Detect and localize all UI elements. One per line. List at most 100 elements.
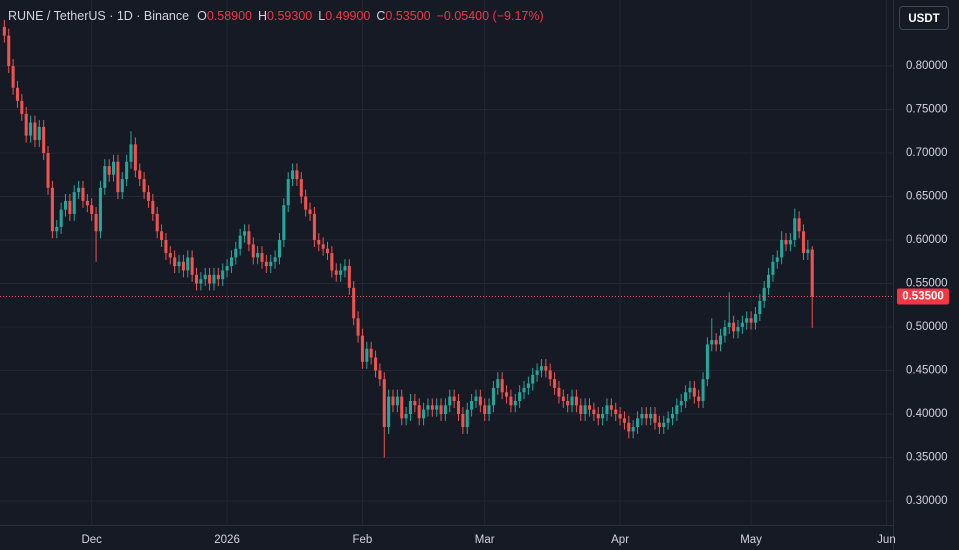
- candle-body: [561, 396, 565, 401]
- ohlc-value: 0.59300: [267, 9, 313, 23]
- candle-body: [426, 405, 430, 410]
- candle-body: [596, 413, 600, 419]
- y-tick-label: 0.65000: [906, 191, 948, 203]
- candle-body: [749, 318, 753, 323]
- candle-body: [387, 396, 391, 428]
- candle-body: [574, 396, 578, 406]
- candle-body: [225, 266, 229, 271]
- candle-body: [806, 249, 810, 254]
- candle-body: [745, 318, 749, 323]
- ohlc-value: 0.58900: [206, 9, 253, 23]
- candle-body: [557, 387, 561, 397]
- candle-body: [138, 170, 142, 180]
- candle-body: [753, 313, 757, 323]
- candle-body: [186, 257, 190, 271]
- candle-body: [72, 192, 76, 214]
- x-tick-label: May: [740, 534, 762, 546]
- candle-body: [470, 400, 474, 410]
- candle-body: [282, 205, 286, 241]
- candle-body: [317, 240, 321, 245]
- candle-body: [548, 370, 552, 380]
- candle-body: [55, 226, 59, 232]
- candle-body: [11, 66, 15, 88]
- candle-body: [133, 144, 137, 171]
- candle-body: [238, 235, 242, 249]
- candle-body: [46, 153, 50, 188]
- candle-body: [535, 370, 539, 375]
- candle-body: [513, 400, 517, 406]
- candle-body: [312, 213, 316, 241]
- candle-body: [269, 261, 273, 267]
- candle-body: [343, 266, 347, 271]
- candle-body: [85, 200, 89, 206]
- candle-body: [408, 400, 413, 414]
- candle-body: [692, 387, 696, 397]
- candle-body: [684, 392, 688, 401]
- candle-body: [518, 392, 522, 401]
- ohlc-key: C: [376, 9, 386, 23]
- candle-body: [622, 418, 626, 423]
- candle-body: [618, 413, 622, 419]
- candle-body: [291, 170, 295, 180]
- candle-body: [465, 409, 469, 428]
- candle-body: [177, 261, 181, 267]
- candle-body: [325, 248, 330, 254]
- candle-body: [77, 187, 81, 193]
- candle-body: [701, 379, 705, 401]
- change: −0.05400 (−9.17%): [436, 9, 544, 23]
- candle-body: [679, 400, 683, 406]
- x-tick-label: Feb: [353, 534, 373, 546]
- candle-body: [509, 396, 513, 406]
- candle-body: [788, 240, 792, 245]
- ohlc-key: O: [197, 9, 207, 23]
- candle-body: [609, 405, 613, 410]
- candle-body: [295, 170, 299, 180]
- candle-body: [422, 409, 426, 419]
- y-tick-label: 0.40000: [906, 408, 948, 420]
- ohlc-value: 0.53500: [385, 9, 431, 23]
- y-tick-label: 0.75000: [906, 104, 948, 116]
- candle-body: [767, 274, 771, 288]
- y-tick-label: 0.80000: [906, 60, 948, 72]
- ohlc-key: H: [258, 9, 268, 23]
- candle-body: [63, 200, 68, 210]
- candle-body: [24, 113, 28, 136]
- candle-body: [369, 348, 373, 358]
- candle-body: [50, 187, 54, 232]
- candle-body: [614, 409, 618, 414]
- candle-body: [483, 405, 487, 414]
- candle-body: [636, 418, 640, 428]
- candle-body: [94, 213, 98, 232]
- candle-body: [203, 274, 207, 280]
- candle-body: [784, 240, 788, 245]
- candle-body: [59, 209, 63, 227]
- candle-body: [33, 122, 37, 140]
- candle-body: [243, 231, 247, 236]
- candle-body: [221, 270, 225, 280]
- candle-body: [649, 413, 653, 419]
- candle-body: [286, 179, 290, 206]
- x-tick-label: Dec: [81, 534, 102, 546]
- candle-body: [129, 144, 133, 162]
- candle-body: [173, 257, 177, 267]
- candle-body: [810, 249, 814, 297]
- candle-body: [299, 179, 303, 197]
- candle-body: [151, 200, 155, 214]
- candle-body: [42, 126, 46, 154]
- candle-body: [365, 348, 369, 362]
- candle-body: [631, 427, 635, 432]
- candle-body: [474, 396, 478, 401]
- currency-button[interactable]: USDT: [899, 6, 949, 30]
- candle-body: [657, 422, 661, 428]
- candle-body: [736, 327, 740, 332]
- candle-body: [112, 161, 116, 175]
- candle-body: [644, 413, 648, 419]
- candle-body: [273, 257, 277, 262]
- candle-body: [181, 261, 185, 271]
- candle-body: [212, 274, 216, 284]
- candle-body: [164, 240, 168, 254]
- candle-body: [461, 413, 465, 428]
- candle-body: [500, 379, 504, 393]
